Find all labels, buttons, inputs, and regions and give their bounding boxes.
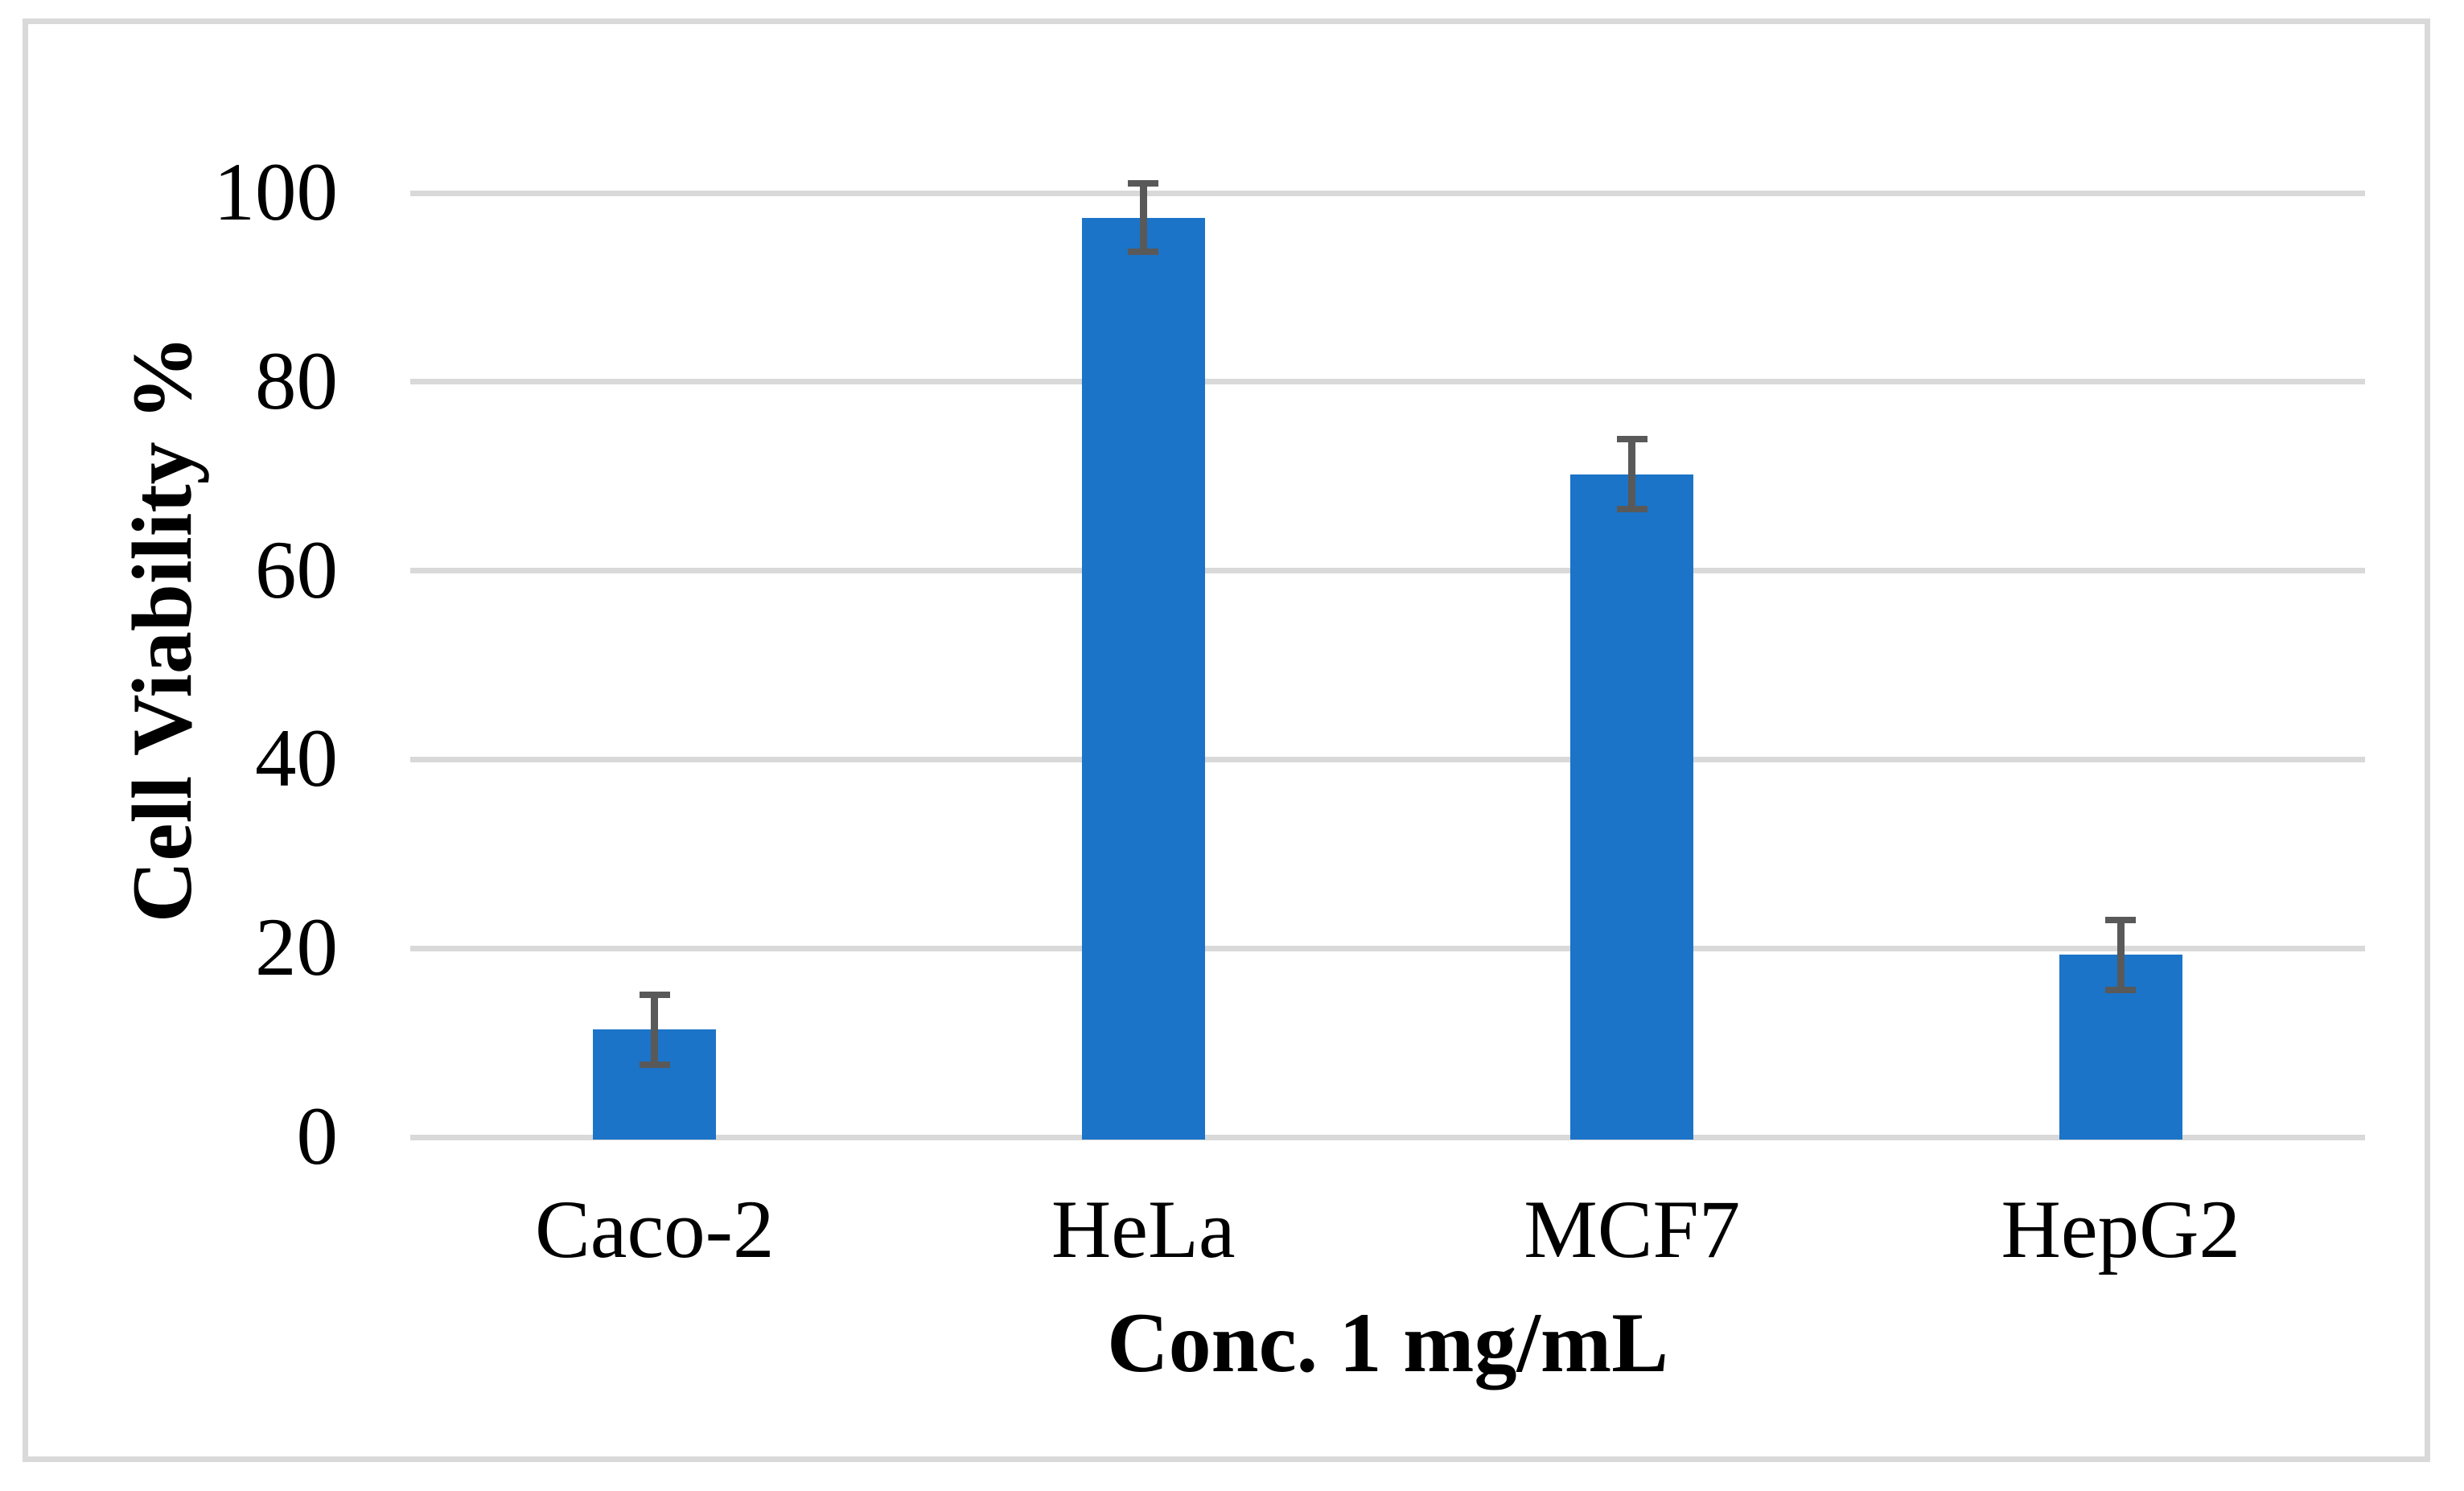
error-bar-line-caco-2 — [651, 994, 659, 1065]
y-tick-label-80: 80 — [255, 335, 338, 427]
error-bar-line-hela — [1139, 183, 1147, 252]
error-bar-top-cap-caco-2 — [639, 991, 670, 998]
gridline-y-80 — [410, 379, 2365, 385]
error-bar-line-mcf7 — [1628, 439, 1636, 510]
error-bar-top-cap-mcf7 — [1616, 436, 1647, 443]
gridline-y-60 — [410, 568, 2365, 574]
gridline-y-0 — [410, 1134, 2365, 1140]
y-tick-label-0: 0 — [296, 1091, 339, 1182]
gridline-y-100 — [410, 190, 2365, 196]
y-tick-label-60: 60 — [255, 524, 338, 616]
y-tick-label-100: 100 — [213, 146, 339, 238]
x-category-label-hela: HeLa — [1051, 1184, 1236, 1275]
error-bar-bottom-cap-mcf7 — [1616, 506, 1647, 513]
x-axis-title: Conc. 1 mg/mL — [1107, 1296, 1668, 1390]
gridline-y-20 — [410, 945, 2365, 951]
error-bar-bottom-cap-hela — [1128, 248, 1159, 255]
y-tick-label-20: 20 — [255, 902, 338, 994]
chart-border-frame — [23, 18, 2430, 1462]
error-bar-top-cap-hela — [1128, 180, 1159, 187]
error-bar-bottom-cap-hepg2 — [2105, 986, 2137, 993]
bar-mcf7 — [1570, 474, 1694, 1140]
x-category-label-mcf7: MCF7 — [1524, 1184, 1741, 1275]
x-category-label-caco-2: Caco-2 — [535, 1184, 775, 1275]
y-tick-label-40: 40 — [255, 713, 338, 805]
x-category-label-hepg2: HepG2 — [2001, 1184, 2240, 1275]
error-bar-bottom-cap-caco-2 — [639, 1061, 670, 1068]
error-bar-line-hepg2 — [2116, 919, 2125, 990]
bar-hela — [1081, 217, 1205, 1140]
y-axis-title: Cell Viability % — [115, 335, 209, 923]
error-bar-top-cap-hepg2 — [2105, 916, 2137, 923]
gridline-y-40 — [410, 756, 2365, 762]
